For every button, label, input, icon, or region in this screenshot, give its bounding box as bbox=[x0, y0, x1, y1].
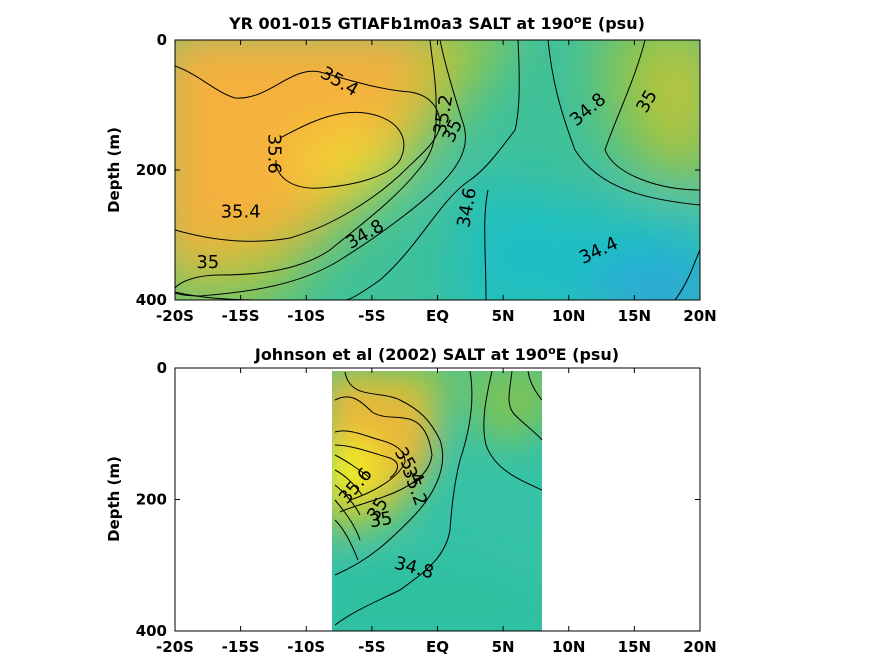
contour-line bbox=[334, 454, 371, 479]
x-tick-label: -10S bbox=[287, 638, 325, 656]
y-tick-label: 0 bbox=[157, 31, 167, 49]
x-tick-label: EQ bbox=[426, 307, 449, 325]
salinity-colormap bbox=[332, 371, 542, 631]
contour-label: 35 bbox=[368, 508, 394, 533]
model-salinity-panel: YR 001-015 GTIAFb1m0a3 SALT at 190oE (ps… bbox=[105, 13, 717, 325]
contour-line bbox=[604, 40, 700, 191]
y-tick-label: 0 bbox=[157, 359, 167, 377]
contour-line bbox=[334, 469, 363, 496]
x-tick-label: 15N bbox=[618, 638, 651, 656]
contour-line bbox=[527, 371, 542, 401]
x-tick-label: -10S bbox=[287, 307, 325, 325]
contour-line bbox=[175, 40, 466, 297]
y-tick-label: 200 bbox=[136, 161, 167, 179]
contour-line bbox=[344, 40, 520, 300]
contour-label: 35.6 bbox=[263, 134, 284, 174]
contour-line bbox=[334, 430, 406, 501]
contour-line bbox=[334, 371, 473, 626]
contour-line bbox=[334, 396, 433, 513]
contour-line bbox=[674, 249, 700, 300]
contour-line bbox=[483, 371, 542, 491]
contour-line bbox=[547, 40, 700, 206]
observed-salinity-panel: Johnson et al (2002) SALT at 190oE (psu) bbox=[105, 344, 717, 656]
y-tick-label: 200 bbox=[136, 491, 167, 509]
y-tick-label: 400 bbox=[136, 622, 167, 640]
x-tick-label: 20N bbox=[683, 638, 716, 656]
x-tick-label: -5S bbox=[358, 638, 385, 656]
x-tick-label: 5N bbox=[492, 307, 515, 325]
x-tick-label: 10N bbox=[552, 638, 585, 656]
salinity-colormap bbox=[175, 40, 700, 300]
x-tick-label: EQ bbox=[426, 638, 449, 656]
contour-label: 35 bbox=[196, 252, 219, 273]
contour-line bbox=[275, 111, 405, 189]
contour-line bbox=[484, 189, 489, 300]
contour-line bbox=[508, 371, 542, 441]
contour-line bbox=[334, 519, 359, 561]
x-tick-label: 20N bbox=[683, 307, 716, 325]
x-tick-label: -15S bbox=[222, 638, 260, 656]
y-axis-label: Depth (m) bbox=[105, 127, 123, 213]
contour-label: 35.4 bbox=[221, 201, 261, 222]
x-tick-label: 5N bbox=[492, 638, 515, 656]
x-tick-label: -15S bbox=[222, 307, 260, 325]
axis-ticks: -20S -15S -10S -5S EQ 5N 10N 15N 20N 0 200 400 bbox=[136, 359, 717, 656]
contour-line bbox=[334, 484, 361, 516]
chart-title: YR 001-015 GTIAFb1m0a3 SALT at 190oE (ps… bbox=[228, 13, 645, 33]
chart-title: Johnson et al (2002) SALT at 190oE (psu) bbox=[254, 344, 619, 364]
contour-line bbox=[334, 371, 444, 576]
x-tick-label: -20S bbox=[156, 307, 194, 325]
x-tick-label: 10N bbox=[552, 307, 585, 325]
axis-ticks: -20S -15S -10S -5S EQ 5N 10N 15N 20N 0 200 400 bbox=[136, 31, 717, 325]
y-tick-label: 400 bbox=[136, 291, 167, 309]
contour-line bbox=[334, 499, 361, 541]
x-tick-label: 15N bbox=[618, 307, 651, 325]
contour-line bbox=[175, 40, 437, 289]
contour-line bbox=[334, 444, 398, 479]
x-tick-label: -5S bbox=[358, 307, 385, 325]
y-axis-label: Depth (m) bbox=[105, 456, 123, 542]
x-tick-label: -20S bbox=[156, 638, 194, 656]
